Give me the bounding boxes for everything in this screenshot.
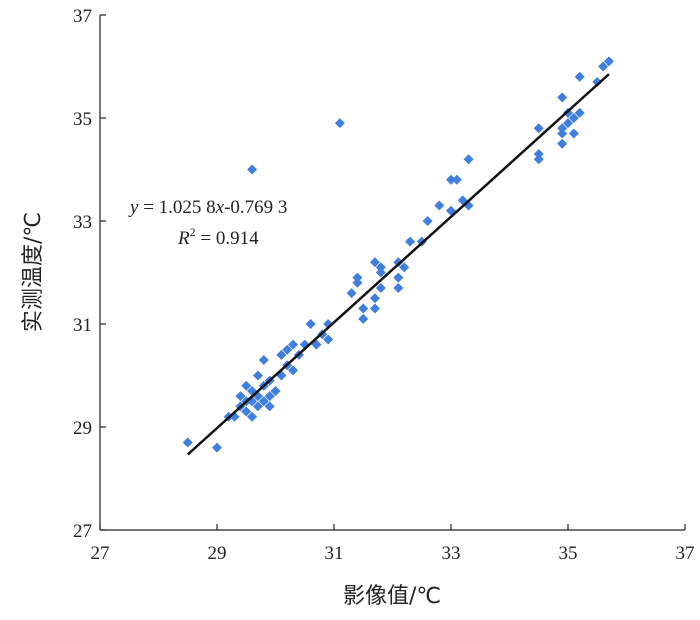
data-points (182, 56, 614, 453)
x-tick-label: 35 (559, 543, 578, 564)
data-point (422, 216, 433, 226)
data-point (598, 61, 609, 72)
data-point (212, 442, 222, 453)
data-point (393, 282, 404, 293)
data-point (369, 303, 380, 314)
y-tick-label: 27 (73, 521, 92, 542)
y-tick-label: 31 (73, 315, 92, 336)
data-point (369, 257, 380, 268)
data-point (270, 385, 281, 396)
data-point (568, 113, 579, 123)
data-point (334, 118, 345, 129)
y-axis-title: 实测温度/℃ (21, 212, 46, 332)
data-point (563, 118, 573, 129)
data-point (375, 282, 386, 293)
r-squared: R2 = 0.914 (177, 225, 259, 249)
y-tick-label: 35 (73, 109, 92, 130)
data-point (252, 391, 263, 402)
regression-equation: y = 1.025 8x-0.769 3 (128, 197, 287, 218)
data-point (369, 293, 380, 304)
data-point (574, 71, 585, 82)
data-point (288, 339, 299, 350)
data-point (305, 319, 316, 329)
data-point (241, 380, 252, 391)
x-tick-label: 37 (676, 543, 695, 564)
data-point (352, 272, 363, 283)
data-point (375, 267, 386, 278)
data-point (235, 391, 246, 402)
data-point (375, 262, 386, 273)
data-point (533, 149, 544, 160)
data-point (574, 107, 585, 118)
data-point (434, 200, 445, 211)
data-point (323, 334, 334, 345)
x-tick-label: 27 (91, 543, 110, 564)
x-tick-label: 29 (208, 543, 227, 564)
data-point (463, 154, 474, 165)
data-point (264, 401, 275, 412)
data-point (557, 128, 568, 139)
data-point (405, 236, 416, 247)
data-point (258, 355, 269, 366)
y-tick-label: 33 (73, 212, 92, 233)
regression-line (186, 73, 610, 456)
data-point (346, 288, 357, 299)
data-point (241, 406, 252, 417)
x-tick-label: 33 (442, 543, 461, 564)
data-point (592, 76, 603, 87)
data-point (252, 370, 263, 381)
tick-marks (99, 14, 686, 531)
data-point (393, 272, 404, 283)
data-point (358, 313, 369, 324)
data-point (568, 128, 579, 139)
data-point (533, 123, 544, 134)
y-tick-label: 29 (73, 418, 92, 439)
data-point (451, 174, 462, 185)
x-axis-title: 影像值/℃ (343, 584, 441, 609)
data-point (603, 56, 614, 67)
data-point (557, 123, 568, 134)
data-point (276, 349, 287, 360)
data-point (247, 411, 258, 422)
data-point (393, 257, 404, 268)
data-point (282, 344, 293, 355)
data-point (258, 396, 269, 407)
data-point (399, 262, 410, 273)
tick-labels: 27 29 31 33 35 37 27 29 31 33 35 37 (73, 6, 695, 564)
data-point (252, 401, 263, 412)
data-point (446, 174, 456, 185)
y-tick-label: 37 (73, 6, 92, 27)
data-point (264, 391, 275, 402)
data-point (247, 164, 258, 175)
x-tick-label: 31 (325, 543, 344, 564)
data-point (533, 154, 544, 165)
data-point (352, 277, 363, 288)
data-point (288, 365, 299, 376)
data-point (358, 303, 369, 314)
data-point (557, 138, 568, 149)
data-point (557, 92, 568, 103)
data-point (182, 437, 193, 448)
